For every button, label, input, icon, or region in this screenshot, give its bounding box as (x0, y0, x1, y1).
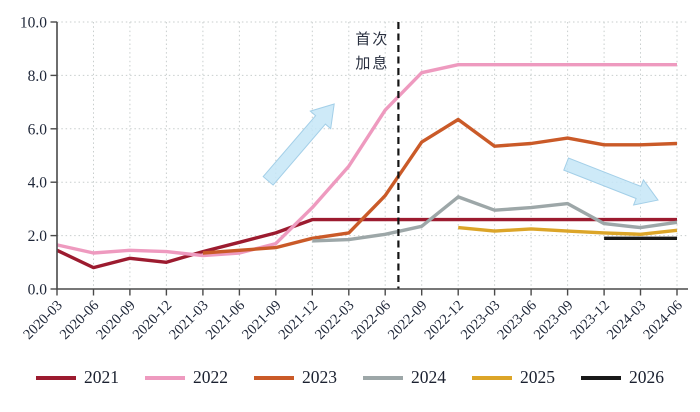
legend-label: 2021 (84, 367, 119, 387)
legend-swatch-icon (145, 375, 185, 380)
y-tick-label: 6.0 (28, 121, 48, 138)
x-tick-label: 2022-03 (312, 298, 357, 343)
series-line-2024 (312, 195, 678, 243)
trend-arrow-down-right-icon (563, 157, 659, 206)
legend-item-2026: 2026 (581, 367, 664, 387)
series-line-2021 (56, 217, 677, 270)
legend-item-2024: 2024 (363, 367, 446, 387)
legend-label: 2023 (302, 367, 337, 387)
legend-label: 2024 (411, 367, 446, 387)
legend-item-2021: 2021 (36, 367, 119, 387)
x-tick-label: 2023-12 (567, 298, 612, 343)
series-line-2025 (458, 225, 678, 236)
x-tick-label: 2022-06 (349, 298, 394, 343)
x-tick-label: 2024-06 (640, 298, 685, 343)
legend-swatch-icon (363, 375, 403, 380)
x-tick-label: 2023-06 (494, 298, 539, 343)
legend-item-2022: 2022 (145, 367, 228, 387)
series-line-2023 (202, 117, 678, 255)
x-tick-label: 2021-06 (203, 298, 248, 343)
x-tick-label: 2020-09 (93, 298, 138, 343)
legend-item-2025: 2025 (472, 367, 555, 387)
x-tick-label: 2023-03 (458, 298, 503, 343)
x-tick-label: 2021-03 (166, 298, 211, 343)
trend-arrow-up-right-icon (262, 103, 335, 186)
x-tick-label: 2021-09 (239, 298, 284, 343)
first-hike-annotation-label: 首次 (355, 31, 389, 48)
legend-swatch-icon (36, 375, 76, 380)
legend-swatch-icon (254, 375, 294, 380)
chart-plot-area: 0.0 2.0 4.0 6.0 8.0 10.0 2020-032020-062020-09… (20, 15, 688, 343)
y-tick-label: 4.0 (28, 175, 48, 192)
first-hike-annotation-label: 加息 (355, 55, 389, 72)
legend-swatch-icon (472, 375, 512, 380)
legend-label: 2026 (629, 367, 664, 387)
y-tick-label: 10.0 (20, 15, 47, 32)
legend-item-2023: 2023 (254, 367, 337, 387)
legend-swatch-icon (581, 375, 621, 380)
series-line-2022 (56, 63, 677, 258)
x-tick-label: 2020-12 (130, 298, 175, 343)
y-tick-label: 0.0 (28, 282, 48, 299)
x-tick-label: 2021-12 (276, 298, 321, 343)
legend-label: 2025 (520, 367, 555, 387)
x-tick-label: 2024-03 (604, 298, 649, 343)
x-tick-label: 2020-03 (20, 298, 65, 343)
x-tick-label: 2022-12 (422, 298, 467, 343)
x-tick-label: 2023-09 (531, 298, 576, 343)
y-tick-label: 2.0 (28, 228, 48, 245)
x-tick-label: 2020-06 (57, 298, 102, 343)
x-tick-label: 2022-09 (385, 298, 430, 343)
chart-legend: 2021 2022 2023 2024 2025 2026 (0, 367, 700, 387)
y-tick-label: 8.0 (28, 68, 48, 85)
legend-label: 2022 (193, 367, 228, 387)
